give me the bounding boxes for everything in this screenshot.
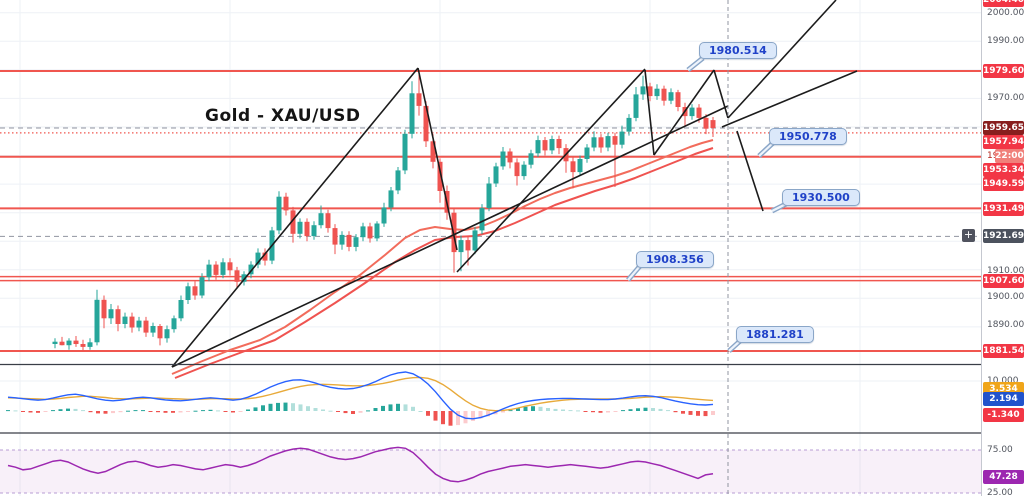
- price-badge: 2.194: [983, 392, 1024, 406]
- rsi-line: [7, 446, 714, 483]
- price-badge: 47.28: [983, 470, 1024, 484]
- price-callout-label[interactable]: 1930.500: [782, 189, 860, 206]
- price-badge: 1979.603: [983, 64, 1024, 78]
- axis-tick: 25.00: [987, 488, 1013, 496]
- price-callout-label[interactable]: 1881.281: [736, 326, 814, 343]
- trendline: [736, 130, 764, 212]
- trendline: [417, 67, 458, 251]
- price-badge: 1949.599: [983, 177, 1024, 191]
- bar-countdown-badge: 22:00: [995, 149, 1024, 163]
- axis-tick: 2000.000: [987, 8, 1024, 18]
- price-callout-label[interactable]: 1908.356: [636, 251, 714, 268]
- axis-tick: 1890.000: [987, 320, 1024, 330]
- countdown-row: 19 22:00: [983, 149, 1024, 163]
- price-badge: 1921.699: [983, 229, 1024, 243]
- trendline: [456, 68, 646, 273]
- add-order-plus-button[interactable]: +: [962, 228, 975, 242]
- macd-line: [7, 371, 714, 420]
- axis-tick: 1990.000: [987, 36, 1024, 46]
- trendline: [171, 105, 729, 368]
- price-badge: 1881.548: [983, 344, 1024, 358]
- ma-fast-line: [171, 139, 714, 375]
- axis-tick: 1970.000: [987, 93, 1024, 103]
- trendline: [171, 67, 419, 368]
- price-badge: 1907.608: [983, 274, 1024, 288]
- partial-tick: 19: [987, 151, 999, 161]
- signal-line: [7, 376, 714, 412]
- trendline: [653, 69, 715, 156]
- price-badge: 1957.941: [983, 135, 1024, 149]
- price-badge: -1.340: [983, 408, 1024, 422]
- price-badge: 1959.653: [983, 121, 1024, 135]
- price-axis[interactable]: 2000.0001990.0001970.0001910.0001900.000…: [981, 0, 1024, 496]
- trendline: [713, 69, 729, 119]
- ma-slow-line: [174, 147, 714, 379]
- trendline: [721, 70, 858, 128]
- axis-tick: 10.000: [987, 376, 1019, 386]
- price-badge: 1931.494: [983, 202, 1024, 216]
- price-callout-label[interactable]: 1980.514: [699, 42, 777, 59]
- trendline: [644, 69, 655, 156]
- trendline: [727, 0, 837, 119]
- price-callout-label[interactable]: 1950.778: [769, 128, 847, 145]
- price-badge: 1953.345: [983, 163, 1024, 177]
- axis-tick: 75.00: [987, 445, 1013, 455]
- price-badge: 2004.407: [983, 0, 1024, 7]
- axis-tick: 1900.000: [987, 292, 1024, 302]
- symbol-title: Gold - XAU/USD: [205, 106, 361, 126]
- axis-tick: 1910.000: [987, 266, 1024, 276]
